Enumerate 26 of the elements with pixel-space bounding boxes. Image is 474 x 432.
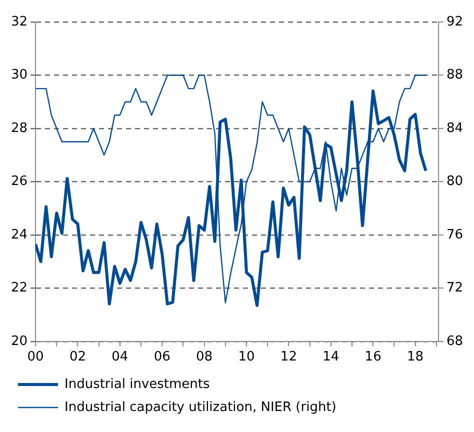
y2-tick-label: 80 [446, 174, 464, 190]
y-tick-label: 30 [10, 68, 28, 83]
x-tick-label: 12 [280, 350, 297, 365]
y-tick-label: 26 [10, 174, 28, 190]
y2-tick-label: 88 [446, 68, 464, 83]
x-tick-label: 10 [238, 350, 255, 365]
x-tick-label: 00 [27, 350, 44, 365]
y-tick-label: 20 [10, 334, 28, 349]
y-tick-label: 22 [10, 280, 28, 296]
y2-tick-label: 72 [446, 280, 464, 296]
x-tick-label: 04 [112, 350, 128, 365]
x-tick-label: 02 [69, 350, 86, 365]
y-tick-label: 24 [10, 227, 28, 242]
y-tick-label: 28 [10, 120, 28, 136]
y-tick-label: 32 [10, 14, 28, 30]
legend-label: Industrial capacity utilization, NIER (right) [64, 400, 336, 415]
legend-label: Industrial investments [64, 376, 210, 392]
x-tick-label: 06 [154, 350, 170, 365]
y2-tick-label: 76 [446, 227, 464, 242]
x-tick-label: 18 [406, 350, 424, 365]
x-tick-label: 14 [322, 350, 340, 365]
x-tick-label: 16 [364, 350, 382, 365]
x-tick-label: 08 [196, 350, 213, 365]
y2-tick-label: 92 [446, 14, 464, 30]
y2-tick-label: 84 [446, 120, 464, 136]
y2-tick-label: 68 [446, 334, 464, 349]
